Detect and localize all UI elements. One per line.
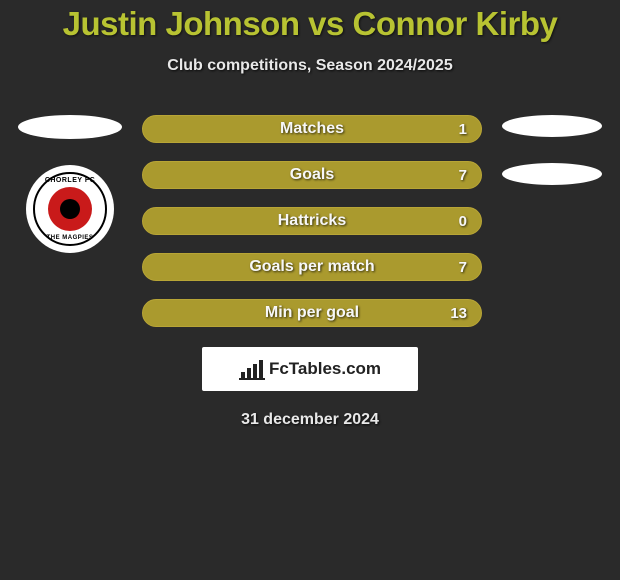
infographic-container: Justin Johnson vs Connor Kirby Club comp… (0, 0, 620, 429)
left-ellipse (18, 115, 122, 139)
page-title: Justin Johnson vs Connor Kirby (0, 5, 620, 43)
subtitle: Club competitions, Season 2024/2025 (0, 57, 620, 75)
badge-text-top: CHORLEY FC (45, 177, 95, 184)
right-ellipse-2 (502, 163, 602, 185)
badge-text-bottom: THE MAGPIES (47, 235, 94, 241)
stat-bars: Matches 1 Goals 7 Hattricks 0 Goals per … (142, 115, 482, 327)
bar-value: 0 (459, 213, 467, 230)
date-text: 31 december 2024 (0, 411, 620, 429)
bar-value: 7 (459, 167, 467, 184)
bar-label: Hattricks (278, 212, 346, 230)
left-column: CHORLEY FC THE MAGPIES (18, 115, 122, 253)
bar-goals: Goals 7 (142, 161, 482, 189)
bar-value: 7 (459, 259, 467, 276)
brand-text: FcTables.com (269, 359, 381, 379)
bar-mpg: Min per goal 13 (142, 299, 482, 327)
bar-value: 13 (450, 305, 467, 322)
content-row: CHORLEY FC THE MAGPIES Matches 1 Goals 7… (0, 115, 620, 327)
badge-inner: CHORLEY FC THE MAGPIES (33, 172, 107, 246)
bar-label: Goals per match (249, 258, 374, 276)
brand-box: FcTables.com (202, 347, 418, 391)
bar-matches: Matches 1 (142, 115, 482, 143)
bar-gpm: Goals per match 7 (142, 253, 482, 281)
bar-value: 1 (459, 121, 467, 138)
bar-label: Matches (280, 120, 344, 138)
bar-label: Min per goal (265, 304, 359, 322)
right-ellipse-1 (502, 115, 602, 137)
brand-chart-icon (239, 358, 265, 380)
bar-label: Goals (290, 166, 334, 184)
team-badge: CHORLEY FC THE MAGPIES (26, 165, 114, 253)
right-column (502, 115, 602, 185)
badge-rose-icon (48, 187, 92, 231)
bar-hattricks: Hattricks 0 (142, 207, 482, 235)
